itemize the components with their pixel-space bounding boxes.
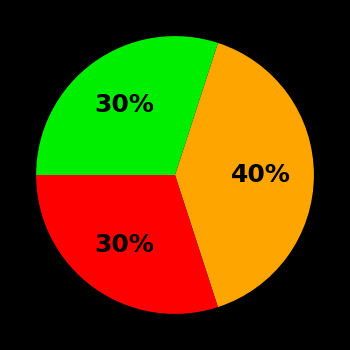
- Wedge shape: [36, 175, 218, 314]
- Wedge shape: [36, 36, 218, 175]
- Text: 40%: 40%: [231, 163, 291, 187]
- Wedge shape: [175, 43, 314, 307]
- Text: 30%: 30%: [94, 93, 154, 117]
- Text: 30%: 30%: [94, 233, 154, 257]
